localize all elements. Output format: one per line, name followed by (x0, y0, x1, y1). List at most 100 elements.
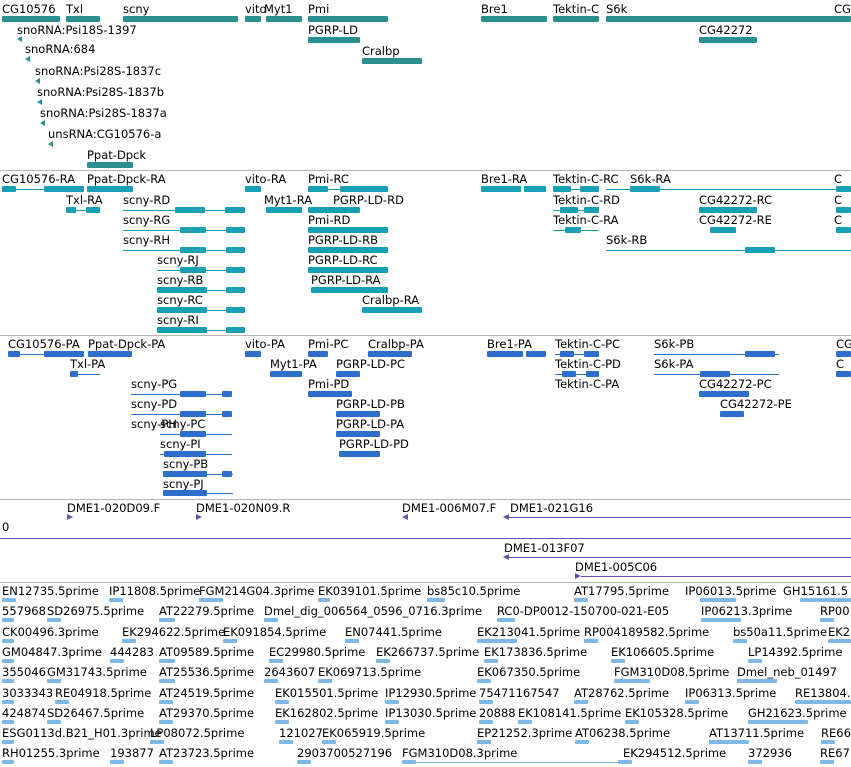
transcript-exon[interactable] (308, 247, 388, 253)
protein-label[interactable]: CG (836, 337, 851, 351)
protein-block[interactable] (336, 431, 380, 437)
est-feature[interactable] (159, 760, 173, 764)
est-feature[interactable] (47, 618, 61, 622)
est-feature[interactable] (700, 598, 736, 602)
est-label[interactable]: EK266737.5prime (376, 645, 480, 659)
protein-block[interactable] (560, 351, 574, 357)
est-label[interactable]: EK294622.5prime (122, 625, 226, 639)
est-label[interactable]: EK015501.5prime (275, 686, 379, 700)
protein-label[interactable]: scny-PJ (163, 477, 204, 491)
est-feature[interactable] (318, 679, 332, 683)
gene-label[interactable]: Txl (66, 2, 84, 16)
gene-feature[interactable] (123, 16, 238, 22)
transcript-exon[interactable] (180, 267, 206, 273)
est-feature[interactable] (122, 639, 136, 643)
est-label[interactable]: 424874 (2, 706, 46, 720)
protein-block[interactable] (584, 351, 599, 357)
transcript-exon[interactable] (560, 207, 578, 213)
est-label[interactable]: AT25536.5prime (159, 665, 255, 679)
est-feature[interactable] (2, 740, 14, 744)
est-label[interactable]: LP08072.5prime (150, 726, 245, 740)
est-label[interactable]: AT06238.5prime (575, 726, 671, 740)
est-label[interactable]: FGM214G04.3prime (199, 584, 315, 598)
protein-label[interactable]: scny-PH (131, 417, 177, 431)
est-label[interactable]: GH21623.5prime (748, 706, 847, 720)
transcript-exon[interactable] (311, 287, 388, 293)
transcript-label[interactable]: PGRP-LD-RC (308, 253, 378, 267)
transcript-exon[interactable] (710, 227, 736, 233)
gene-label[interactable]: CG10576 (2, 2, 56, 16)
protein-block[interactable] (180, 411, 206, 417)
transcript-exon[interactable] (630, 186, 660, 192)
transcript-exon[interactable] (226, 327, 245, 333)
transcript-label[interactable]: vito-RA (245, 172, 287, 186)
protein-block[interactable] (836, 371, 851, 377)
est-feature[interactable] (223, 639, 237, 643)
protein-block[interactable] (699, 391, 749, 397)
transcript-exon[interactable] (226, 307, 245, 313)
est-label[interactable]: RE67 (820, 746, 850, 760)
protein-label[interactable]: Tektin-C-PC (555, 337, 621, 351)
transcript-label[interactable]: C (834, 213, 843, 227)
est-label[interactable]: IP06313.5prime (685, 686, 777, 700)
est-label[interactable]: EK106605.5prime (611, 645, 715, 659)
est-feature[interactable] (821, 740, 835, 744)
snorna-feature[interactable] (25, 56, 30, 62)
transcript-exon[interactable] (226, 267, 245, 273)
est-feature[interactable] (479, 700, 493, 704)
protein-block[interactable] (245, 351, 261, 357)
est-feature[interactable] (376, 659, 390, 663)
est-feature[interactable] (748, 720, 808, 724)
protein-block[interactable] (163, 490, 207, 496)
protein-label[interactable]: Bre1-PA (487, 337, 532, 351)
transcript-exon[interactable] (175, 207, 205, 213)
est-label[interactable]: EK2 (828, 625, 851, 639)
protein-block[interactable] (222, 471, 232, 477)
protein-block[interactable] (720, 411, 744, 417)
protein-block[interactable] (586, 371, 599, 377)
transcript-exon[interactable] (308, 207, 360, 213)
gene-feature[interactable] (308, 37, 360, 43)
protein-label[interactable]: Cralbp-PA (368, 337, 424, 351)
est-label[interactable]: ESG0113d.B21_H01.3prime (2, 726, 162, 740)
gene-feature[interactable] (66, 16, 100, 22)
transcript-label[interactable]: scny-RH (123, 233, 170, 247)
transcript-label[interactable]: scny-RC (157, 293, 203, 307)
gene-label[interactable]: Tektin-C (553, 2, 599, 16)
est-label[interactable]: 372936 (748, 746, 792, 760)
est-label[interactable]: 75471167547 (479, 686, 560, 700)
protein-label[interactable]: Ppat-Dpck-PA (88, 337, 166, 351)
transcript-exon[interactable] (836, 207, 851, 213)
gene-feature[interactable] (2, 16, 60, 22)
transcript-label[interactable]: scny-RJ (157, 253, 199, 267)
est-label[interactable]: 557968 (2, 604, 46, 618)
est-feature[interactable] (2, 659, 14, 663)
protein-label[interactable]: PGRP-LD-PD (339, 437, 409, 451)
transcript-exon[interactable] (699, 207, 757, 213)
est-label[interactable]: 2903700527196 (297, 746, 393, 760)
protein-block[interactable] (487, 351, 523, 357)
transcript-label[interactable]: scny-RD (123, 193, 171, 207)
est-feature[interactable] (614, 679, 650, 683)
protein-label[interactable]: CG42272-PC (699, 377, 772, 391)
transcript-label[interactable]: scny-RB (157, 273, 204, 287)
protein-block[interactable] (336, 371, 360, 377)
transcript-exon[interactable] (308, 186, 328, 192)
gene-label[interactable]: snoRNA:Psi18S-1397 (17, 23, 137, 37)
protein-block[interactable] (180, 431, 206, 437)
est-feature[interactable] (199, 598, 223, 602)
protein-block[interactable] (308, 391, 352, 397)
gene-label[interactable]: scny (123, 2, 150, 16)
est-label[interactable]: GM31743.5prime (47, 665, 147, 679)
est-label[interactable]: EK039101.5prime (318, 584, 422, 598)
protein-label[interactable]: Myt1-PA (270, 357, 317, 371)
est-label[interactable]: EK105328.5prime (625, 706, 729, 720)
transcript-exon[interactable] (44, 186, 84, 192)
est-label[interactable]: RE13804.5 (795, 686, 851, 700)
est-feature[interactable] (427, 598, 445, 602)
est-label[interactable]: 444283 (110, 645, 154, 659)
est-feature[interactable] (497, 618, 515, 622)
est-label[interactable]: EK067350.5prime (477, 665, 581, 679)
est-label[interactable]: RP004189582.5prime (584, 625, 710, 639)
protein-block[interactable] (836, 351, 851, 357)
